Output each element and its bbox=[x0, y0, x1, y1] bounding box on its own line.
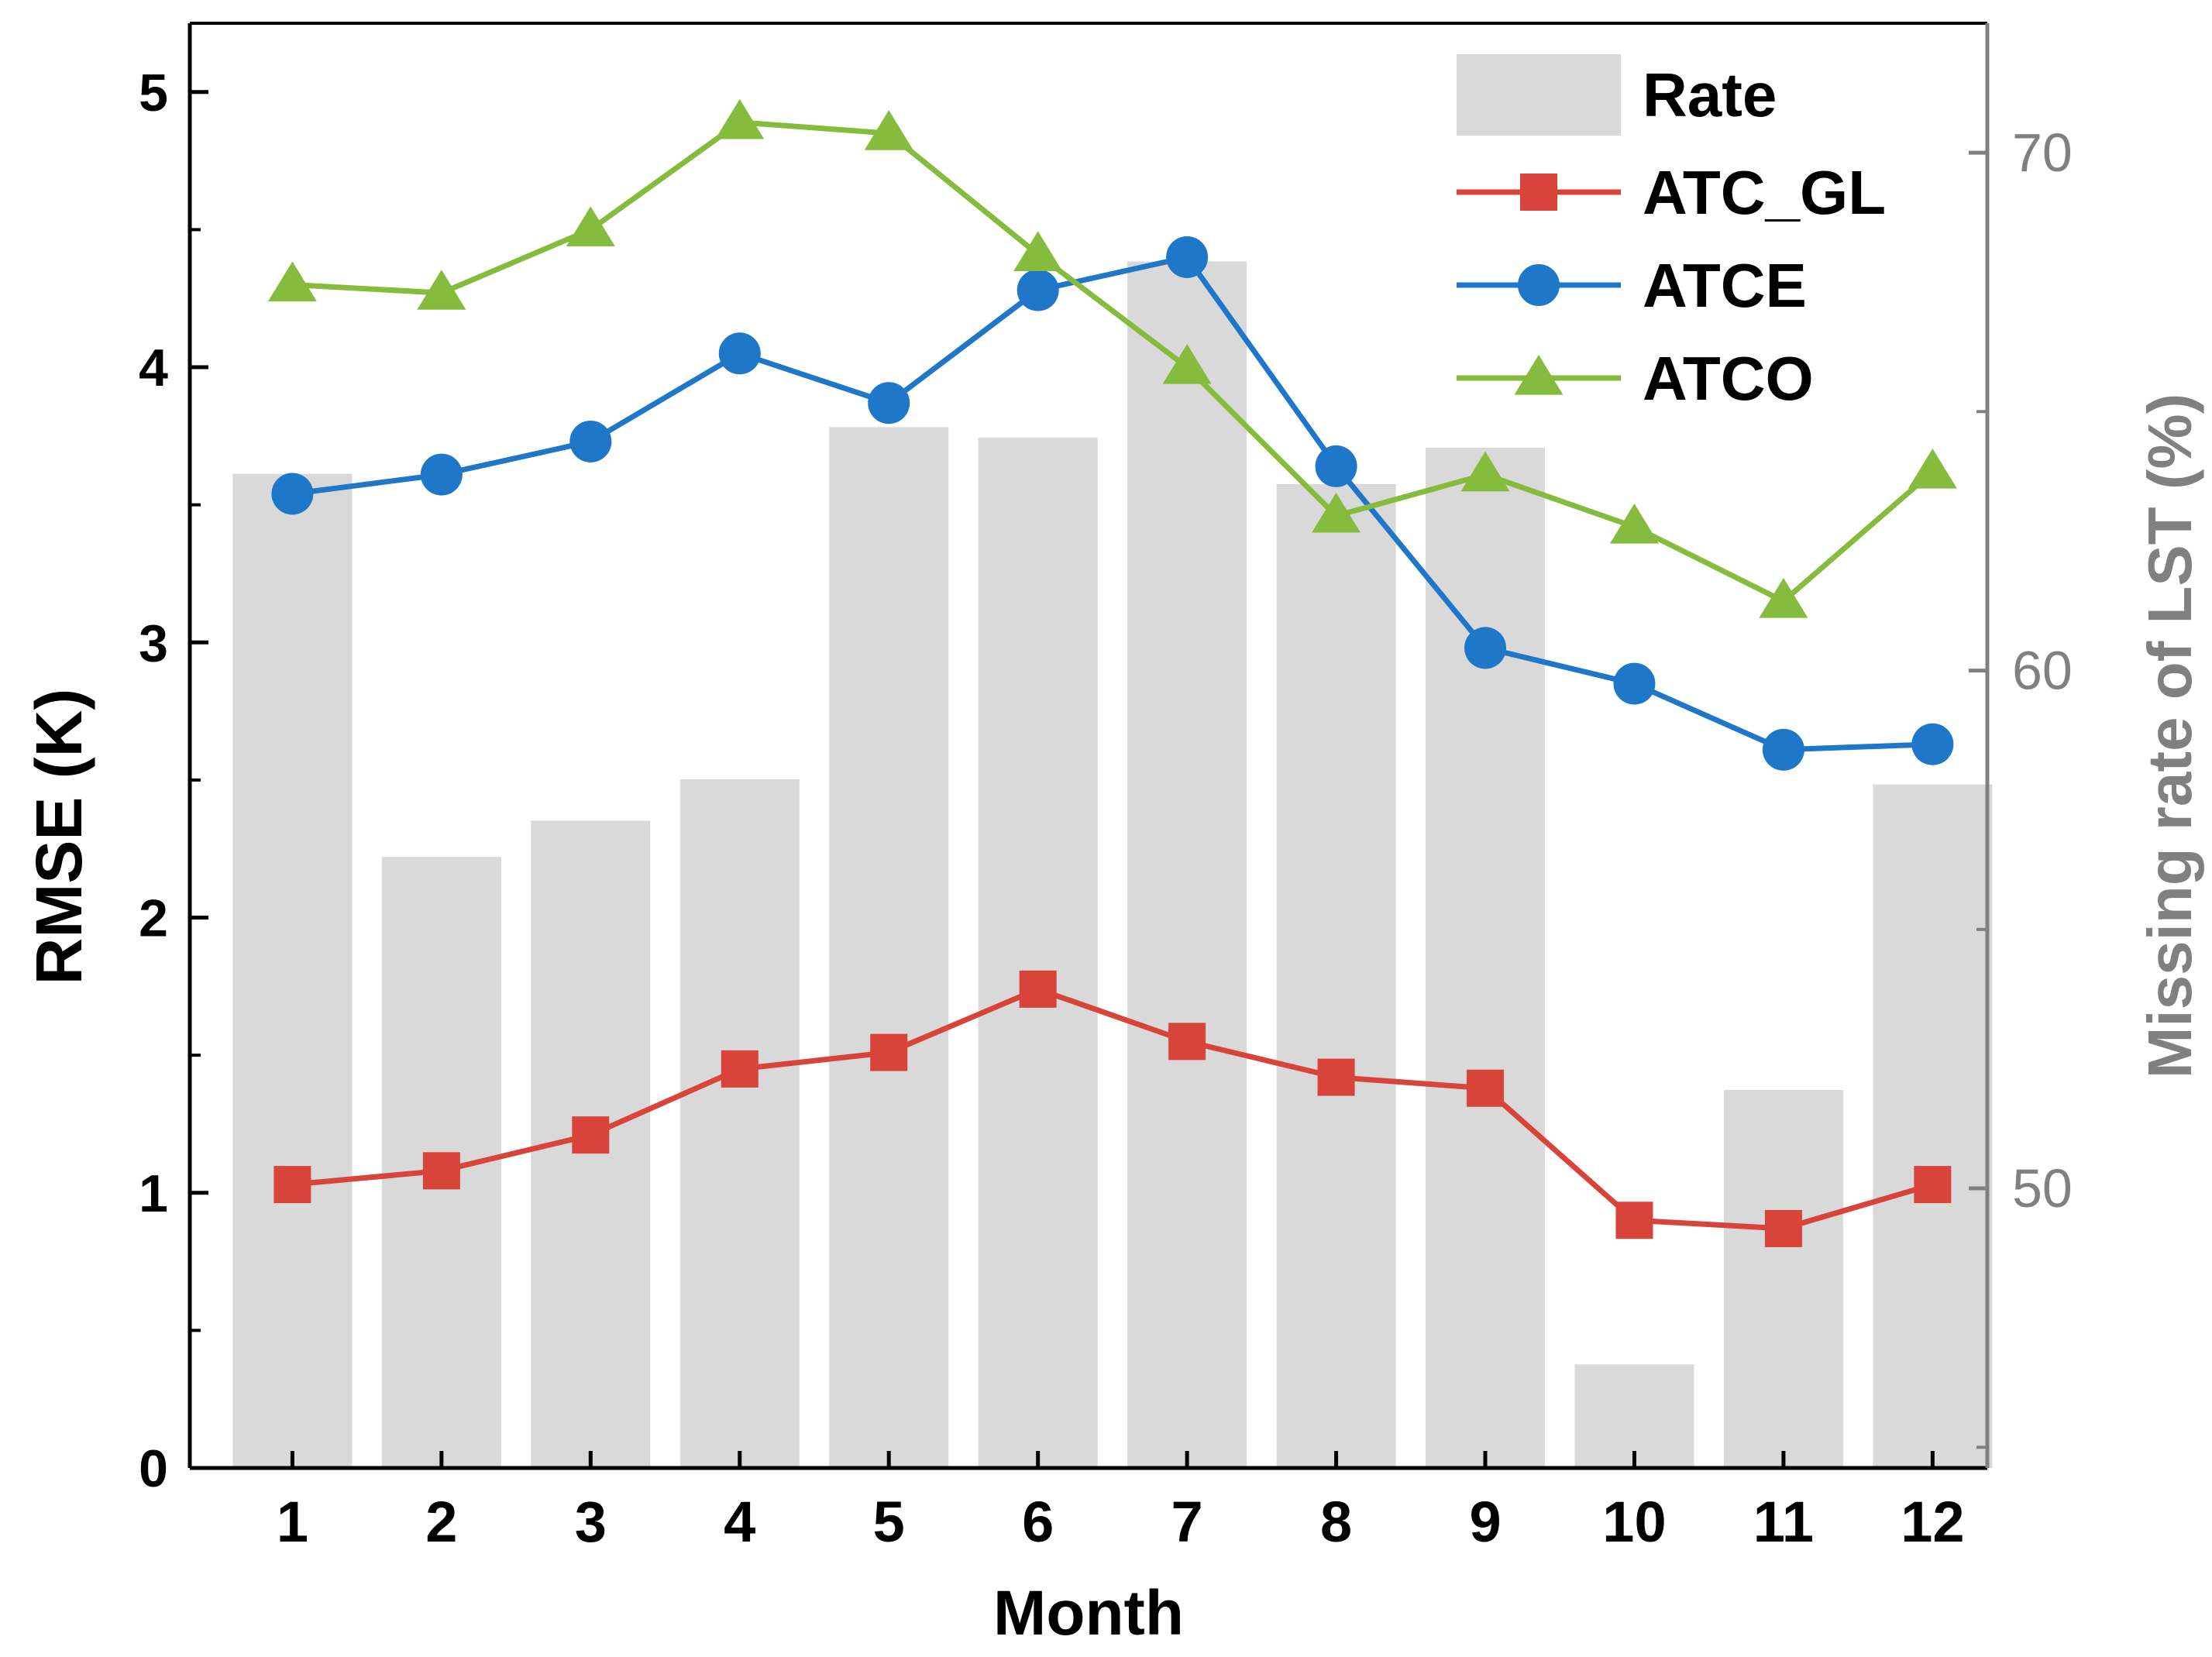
x-tick-label: 4 bbox=[724, 1490, 755, 1554]
bar-month-4 bbox=[679, 779, 800, 1468]
bar-month-1 bbox=[232, 473, 353, 1468]
bar-month-9 bbox=[1426, 448, 1545, 1468]
bar-layer bbox=[232, 261, 1993, 1468]
point-atco-2 bbox=[417, 270, 466, 310]
left-tick-label: 4 bbox=[139, 339, 168, 397]
x-tick-label: 1 bbox=[277, 1490, 308, 1554]
left-tick-label: 1 bbox=[139, 1164, 168, 1223]
right-tick-label: 50 bbox=[2012, 1158, 2073, 1219]
point-atco-9 bbox=[1460, 451, 1510, 492]
point-atco-7 bbox=[1162, 344, 1212, 384]
point-atc-gl-6 bbox=[1019, 970, 1057, 1008]
point-atco-1 bbox=[267, 261, 317, 302]
bar-month-11 bbox=[1723, 1090, 1843, 1468]
legend-marker-atco bbox=[1514, 355, 1564, 395]
right-tick-label: 70 bbox=[2012, 122, 2073, 183]
left-tick-label: 0 bbox=[139, 1439, 168, 1498]
point-atc-gl-1 bbox=[273, 1166, 311, 1204]
point-atco-10 bbox=[1609, 504, 1659, 544]
point-atc-gl-12 bbox=[1914, 1166, 1952, 1204]
point-atce-5 bbox=[868, 382, 910, 425]
bar-month-6 bbox=[978, 437, 1098, 1468]
legend-label-atco: ATCO bbox=[1643, 344, 1814, 413]
point-atce-10 bbox=[1613, 662, 1656, 705]
point-atc-gl-10 bbox=[1615, 1201, 1653, 1239]
left-y-axis-title: RMSE (K) bbox=[22, 689, 95, 985]
point-atce-2 bbox=[420, 453, 463, 496]
x-axis-title: Month bbox=[993, 1578, 1184, 1648]
point-atc-gl-8 bbox=[1317, 1058, 1355, 1096]
series-line-atc-gl bbox=[292, 986, 1934, 1232]
point-atce-3 bbox=[569, 420, 612, 462]
bar-month-8 bbox=[1276, 483, 1396, 1468]
x-tick-label: 8 bbox=[1320, 1490, 1352, 1554]
legend-swatch-rate bbox=[1457, 54, 1621, 136]
x-tick-label: 5 bbox=[873, 1490, 905, 1554]
bar-month-12 bbox=[1873, 784, 1993, 1468]
point-atco-5 bbox=[864, 110, 913, 150]
point-atco-12 bbox=[1908, 449, 1957, 489]
x-tick-label: 9 bbox=[1469, 1490, 1501, 1554]
series-atc-gl bbox=[273, 970, 1952, 1247]
legend-marker-atc-gl bbox=[1520, 174, 1557, 211]
point-atc-gl-3 bbox=[572, 1116, 610, 1154]
legend-label-rate: Rate bbox=[1643, 60, 1777, 129]
legend-label-atce: ATCE bbox=[1643, 251, 1807, 320]
legend-label-atc-gl: ATC_GL bbox=[1643, 158, 1886, 227]
point-atco-8 bbox=[1312, 492, 1361, 533]
series-atce bbox=[271, 235, 1954, 771]
axis-labels: Month RMSE (K) Missing rate of LST (%) bbox=[22, 394, 2204, 1648]
point-atco-11 bbox=[1759, 578, 1808, 618]
series-line-atco bbox=[292, 119, 1935, 604]
point-atc-gl-9 bbox=[1467, 1069, 1505, 1107]
x-tick-label: 6 bbox=[1022, 1490, 1054, 1554]
right-tick-label: 60 bbox=[2012, 641, 2073, 701]
point-atco-3 bbox=[566, 206, 615, 247]
point-atc-gl-7 bbox=[1168, 1023, 1206, 1061]
legend-marker-atce bbox=[1518, 264, 1560, 306]
left-tick-label: 3 bbox=[139, 614, 168, 672]
point-atc-gl-2 bbox=[422, 1152, 460, 1190]
left-tick-label: 5 bbox=[139, 64, 168, 122]
point-atce-1 bbox=[271, 473, 314, 515]
x-tick-label: 2 bbox=[425, 1490, 457, 1554]
point-atce-4 bbox=[718, 332, 761, 375]
x-tick-label: 7 bbox=[1171, 1490, 1203, 1554]
x-tick-label: 10 bbox=[1602, 1490, 1666, 1554]
left-tick-label: 2 bbox=[139, 889, 168, 948]
point-atce-9 bbox=[1464, 627, 1507, 669]
point-atce-8 bbox=[1315, 445, 1357, 487]
right-y-axis-title: Missing rate of LST (%) bbox=[2135, 394, 2204, 1079]
x-tick-label: 12 bbox=[1901, 1490, 1964, 1554]
series-line-atce bbox=[291, 254, 1933, 753]
point-atce-6 bbox=[1017, 269, 1059, 311]
legend: Rate ATC_GL ATCE ATCO bbox=[1457, 54, 1886, 413]
point-atco-6 bbox=[1013, 231, 1063, 271]
x-tick-label: 11 bbox=[1753, 1490, 1814, 1554]
point-atce-7 bbox=[1166, 235, 1209, 278]
bar-month-7 bbox=[1127, 261, 1247, 1468]
bar-month-10 bbox=[1574, 1364, 1694, 1468]
point-atc-gl-5 bbox=[870, 1033, 908, 1071]
point-atc-gl-4 bbox=[721, 1050, 759, 1088]
x-tick-label: 3 bbox=[575, 1490, 607, 1554]
series-atco bbox=[267, 98, 1957, 618]
series-layer bbox=[267, 98, 1957, 1247]
point-atce-12 bbox=[1911, 723, 1954, 765]
point-atce-11 bbox=[1762, 728, 1804, 771]
point-atc-gl-11 bbox=[1764, 1209, 1802, 1247]
point-atco-4 bbox=[715, 98, 765, 139]
bar-month-5 bbox=[829, 427, 949, 1468]
